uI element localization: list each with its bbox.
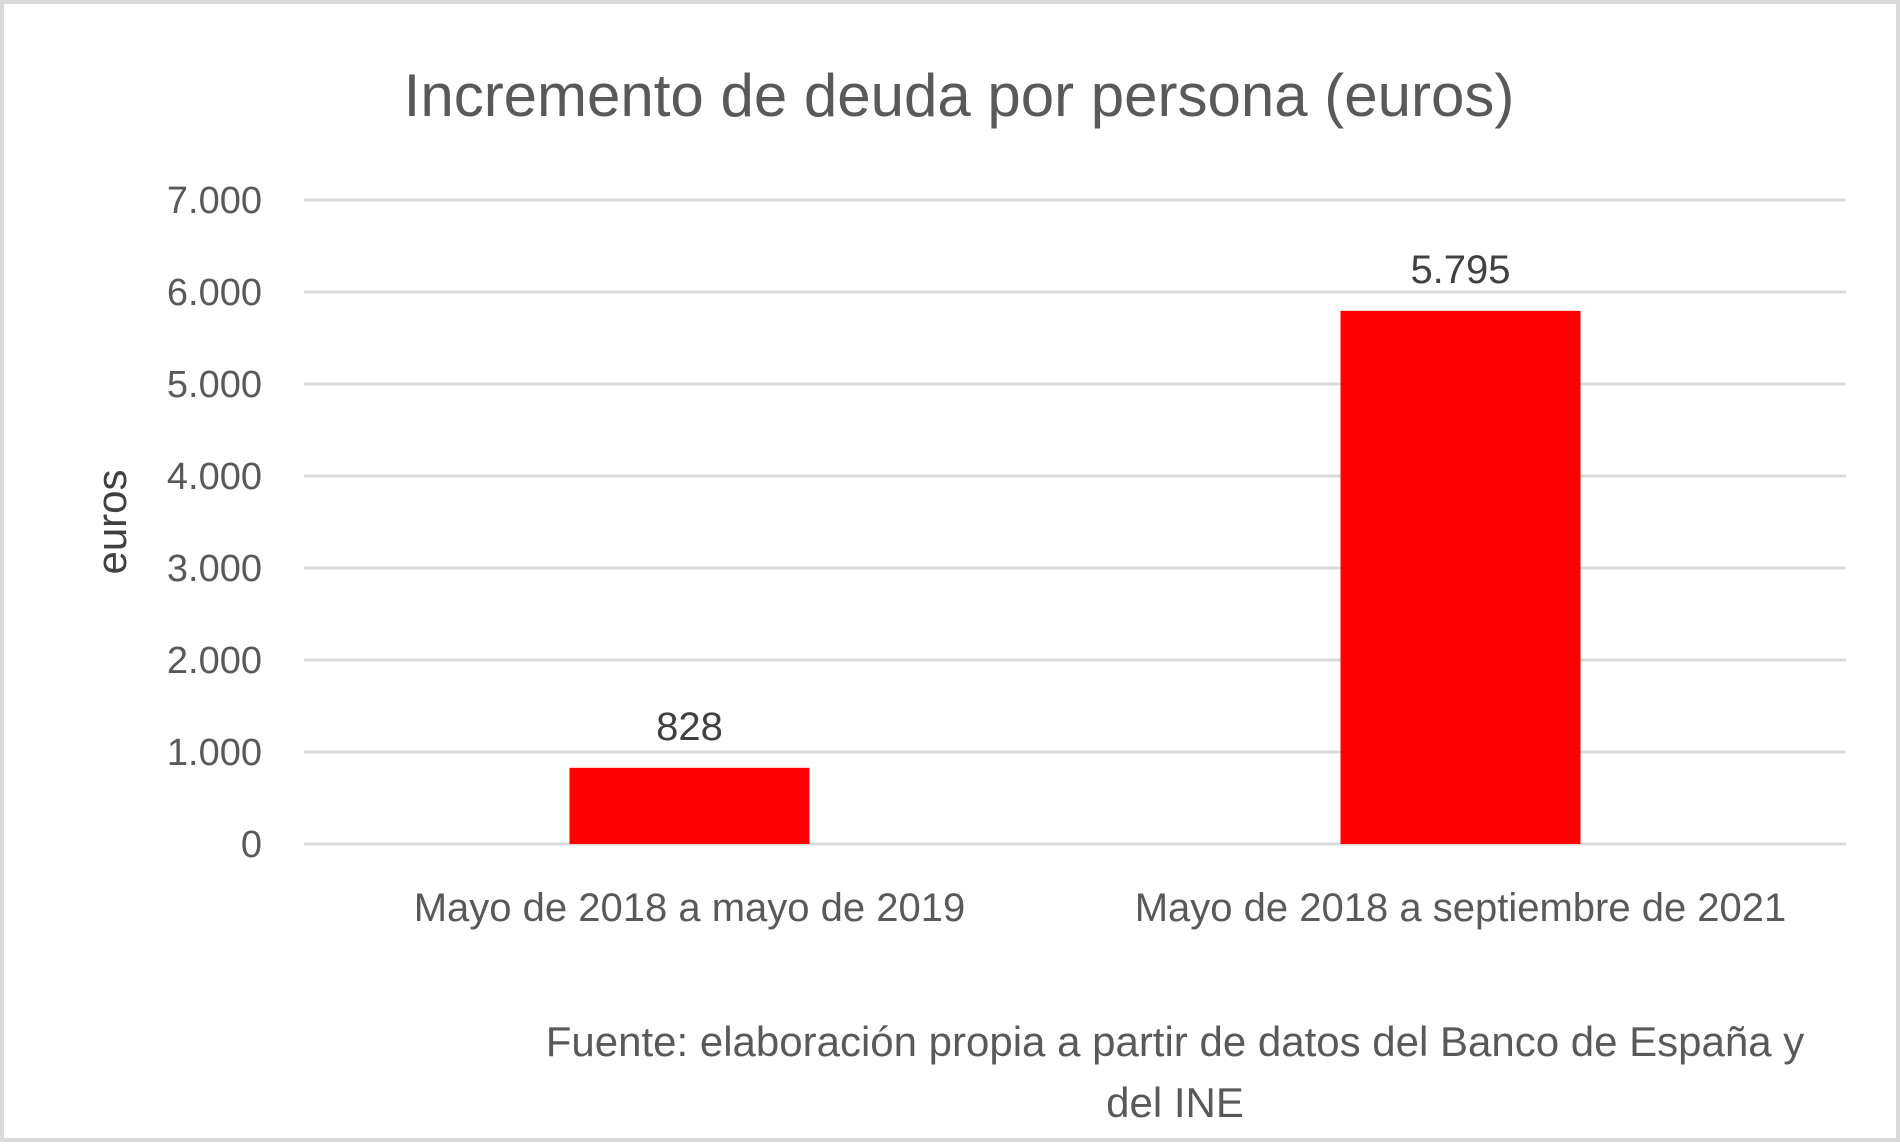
y-axis-label: euros (88, 469, 135, 574)
y-tick-label: 6.000 (167, 272, 262, 314)
y-tick-label: 2.000 (167, 640, 262, 682)
y-tick-label: 4.000 (167, 456, 262, 498)
source-note-line-2: del INE (1106, 1079, 1244, 1126)
data-label: 828 (656, 705, 723, 749)
data-labels: 828 5.795 (656, 248, 1510, 749)
y-tick-label: 1.000 (167, 732, 262, 774)
source-note-line-1: Fuente: elaboración propia a partir de d… (546, 1018, 1805, 1065)
bars (569, 310, 1581, 844)
gridlines (304, 198, 1846, 846)
bar (569, 767, 810, 844)
data-label: 5.795 (1410, 248, 1510, 292)
y-axis-ticks: 0 1.000 2.000 3.000 4.000 5.000 6.000 7.000 (167, 180, 262, 866)
x-axis-categories: Mayo de 2018 a mayo de 2019 Mayo de 2018 … (414, 886, 1787, 930)
bar (1340, 310, 1581, 844)
x-category-label: Mayo de 2018 a septiembre de 2021 (1135, 886, 1787, 930)
bar-chart: Incremento de deuda por persona (euros) … (88, 62, 1846, 1126)
y-tick-label: 3.000 (167, 548, 262, 590)
y-tick-label: 0 (241, 824, 262, 866)
y-tick-label: 5.000 (167, 364, 262, 406)
x-category-label: Mayo de 2018 a mayo de 2019 (414, 886, 966, 930)
y-tick-label: 7.000 (167, 180, 262, 222)
chart-title: Incremento de deuda por persona (euros) (404, 62, 1515, 129)
